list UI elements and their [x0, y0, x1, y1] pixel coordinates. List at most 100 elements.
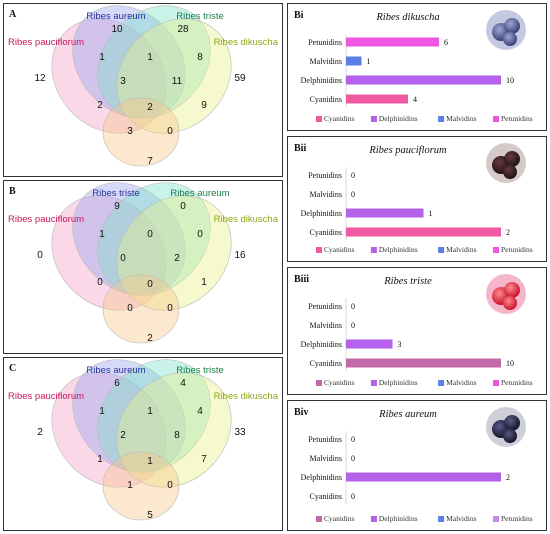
region-count: 0	[147, 229, 153, 240]
category-label: Delphinidins	[301, 340, 342, 349]
data-label: 6	[444, 38, 448, 47]
legend-entry: Petunidins	[501, 245, 533, 254]
bar	[346, 37, 439, 47]
data-label: 0	[351, 454, 355, 463]
bar-panel-bii: Bii Ribes pauciflorum Petunidins 0 Malvidins…	[287, 136, 547, 262]
category-label: Cyanidins	[310, 228, 342, 237]
legend-entry: Petunidins	[501, 514, 533, 523]
bar	[346, 56, 362, 66]
category-label: Delphinidins	[301, 209, 342, 218]
legend-swatch	[438, 516, 445, 522]
set-label: Ribes triste	[176, 365, 224, 376]
legend-swatch	[438, 247, 445, 253]
berry	[504, 282, 520, 298]
region-count: 10	[111, 24, 123, 35]
berry	[504, 151, 520, 167]
berry	[503, 429, 517, 443]
region-count: 2	[174, 253, 180, 264]
region-count: 5	[147, 510, 153, 521]
set-label: Ribes aureum	[86, 11, 145, 22]
region-count: 59	[234, 73, 246, 84]
region-count: 4	[197, 406, 203, 417]
region-count: 7	[201, 454, 207, 465]
bar-chart-bi: Bi Ribes dikuscha Petunidins 6 Malvidins 1 Del…	[294, 10, 533, 123]
legend-swatch	[316, 116, 322, 122]
legend-entry: Delphinidins	[379, 114, 418, 123]
panel-label: C	[9, 363, 16, 374]
data-label: 0	[351, 321, 355, 330]
panel-label: A	[9, 9, 17, 20]
region-count: 1	[127, 480, 133, 491]
legend-entry: Cyanidins	[324, 378, 354, 387]
set-label: Ribes dikuscha	[214, 214, 279, 225]
region-count: 16	[234, 250, 246, 261]
data-label: 1	[429, 209, 433, 218]
venn-set-top-right	[97, 5, 211, 119]
region-count: 1	[147, 406, 153, 417]
region-count: 1	[99, 406, 105, 417]
data-label: 10	[506, 359, 514, 368]
chart-title: Ribes dikuscha	[375, 12, 439, 23]
venn-panel-a: A Ribes aureum Ribes triste Ribes pauciflor…	[3, 3, 283, 177]
venn-set-right	[116, 372, 232, 488]
bar	[346, 75, 501, 85]
region-count: 1	[147, 52, 153, 63]
venn-set-top-right	[97, 182, 211, 296]
venn-diagram-a: A Ribes aureum Ribes triste Ribes pauciflor…	[8, 5, 279, 167]
region-count: 1	[147, 456, 153, 467]
category-label: Petunidins	[308, 171, 342, 180]
category-label: Petunidins	[308, 38, 342, 47]
legend-entry: Delphinidins	[379, 245, 418, 254]
legend-entry: Malvidins	[446, 114, 476, 123]
panel-label: Biii	[294, 274, 309, 285]
set-label: Ribes aureum	[86, 365, 145, 376]
legend-swatch	[370, 247, 377, 253]
venn-diagram-c: C Ribes aureum Ribes triste Ribes pauciflor…	[8, 359, 279, 521]
region-count: 0	[167, 126, 173, 137]
region-count: 2	[37, 427, 43, 438]
legend-swatch	[370, 516, 377, 522]
bar	[346, 208, 424, 218]
set-label: Ribes triste	[176, 11, 224, 22]
bar-panel-biii: Biii Ribes triste Petunidins 0 Malvidins 0 Del…	[287, 267, 547, 395]
data-label: 0	[351, 435, 355, 444]
region-count: 0	[120, 253, 126, 264]
berry	[503, 32, 517, 46]
data-label: 2	[506, 473, 510, 482]
legend-entry: Malvidins	[446, 514, 476, 523]
region-count: 1	[201, 277, 207, 288]
category-label: Malvidins	[310, 321, 342, 330]
venn-set-bottom	[102, 97, 180, 167]
panel-label: B	[9, 186, 16, 197]
data-label: 4	[413, 95, 417, 104]
chart-title: Ribes triste	[383, 276, 432, 287]
region-count: 6	[114, 378, 120, 389]
bar-chart-bii: Bii Ribes pauciflorum Petunidins 0 Malvidins…	[294, 143, 533, 254]
bar	[346, 358, 501, 368]
bar-chart-biv: Biv Ribes aureum Petunidins 0 Malvidins 0 Delp…	[294, 407, 533, 523]
set-label: Ribes pauciflorum	[8, 37, 84, 48]
region-count: 0	[167, 303, 173, 314]
legend-entry: Cyanidins	[324, 114, 354, 123]
data-label: 3	[398, 340, 402, 349]
venn-set-bottom	[102, 274, 180, 344]
berry	[504, 415, 520, 431]
legend-entry: Delphinidins	[379, 514, 418, 523]
region-count: 3	[120, 76, 126, 87]
data-label: 10	[506, 76, 514, 85]
bar	[346, 472, 501, 482]
legend-swatch	[316, 380, 322, 386]
data-label: 0	[351, 190, 355, 199]
legend-swatch	[370, 380, 377, 386]
legend-swatch	[316, 247, 322, 253]
bar	[346, 227, 501, 237]
legend-swatch	[493, 380, 499, 386]
category-label: Delphinidins	[301, 76, 342, 85]
bar-chart-biii: Biii Ribes triste Petunidins 0 Malvidins 0 Del…	[294, 274, 533, 387]
region-count: 1	[99, 52, 105, 63]
venn-set-left	[51, 18, 167, 134]
category-label: Petunidins	[308, 435, 342, 444]
category-label: Delphinidins	[301, 473, 342, 482]
region-count: 11	[172, 76, 183, 87]
data-label: 0	[351, 302, 355, 311]
